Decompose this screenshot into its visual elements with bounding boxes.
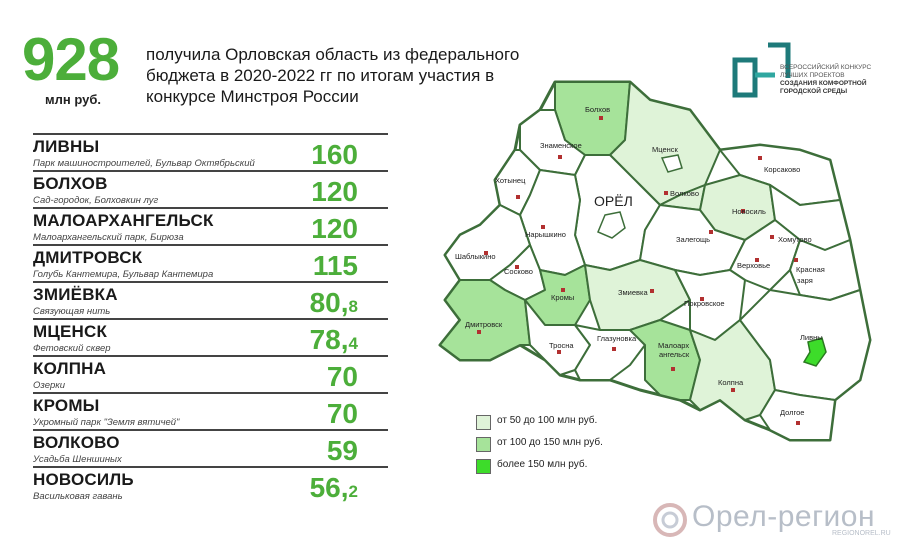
list-item: БОЛХОВ Сад-городок, Болховкин луг 120 [33,170,388,209]
city-name: БОЛХОВ [33,174,108,193]
label-zarya: заря [797,276,813,285]
orel-city-shape [597,211,626,239]
list-item: МЦЕНСК Фетовский сквер 78,4 [33,318,388,357]
amount: 56,2 [309,472,358,503]
region-map: Болхов Знаменское Мценск Хотынец Волково… [438,80,872,442]
amount: 120 [311,176,358,207]
list-item: ВОЛКОВО Усадьба Шеншиных 59 [33,429,388,468]
city-name: ВОЛКОВО [33,433,120,452]
label-kolpna: Колпна [718,378,744,387]
list-item: КРОМЫ Укромный парк "Земля вятичей" 70 [33,392,388,431]
label-dolgoe: Долгое [780,408,804,417]
list-item: ЛИВНЫ Парк машиностроителей, Бульвар Окт… [33,133,388,172]
contest-logo [732,42,791,98]
label-khomutovo: Хомутово [778,235,812,244]
city-name: КРОМЫ [33,396,100,415]
park-name: Озерки [33,380,66,391]
label-korsakovo: Корсаково [764,165,800,174]
city-name: ЗМИЁВКА [33,285,118,304]
district-maloarkhangelsk [629,319,701,401]
watermark-text: Орел-регион [692,500,876,533]
list-item: НОВОСИЛЬ Васильковая гавань 56,2 [33,466,388,505]
park-name: Усадьба Шеншиных [33,454,122,465]
district-zmievka [584,259,691,331]
park-name: Фетовский сквер [33,343,111,354]
label-zalegoshch: Залегощь [676,235,710,244]
city-name: КОЛПНА [33,359,107,378]
district-dmitrovsk [439,279,531,361]
label-khotynets: Хотынец [495,176,526,185]
amount: 160 [311,139,358,170]
city-name: ДМИТРОВСК [33,248,143,267]
amount: 70 [326,398,358,429]
label-novosil: Новосиль [732,207,766,216]
label-dmitrovsk: Дмитровск [465,320,503,329]
legend-swatch [476,437,491,452]
label-volkovo: Волково [670,189,699,198]
logo-caption: ВСЕРОССИЙСКИЙ КОНКУРС ЛУЧШИХ ПРОЕКТОВ СО… [780,64,872,95]
amount: 80,8 [309,287,358,318]
label-soskovo: Сосково [504,267,533,276]
label-livny: Ливны [800,333,823,342]
list-item: МАЛОАРХАНГЕЛЬСК Малоархангельский парк, … [33,207,388,246]
label-angelsk: ангельск [659,350,690,359]
city-name: НОВОСИЛЬ [33,470,134,489]
district-dolgoe [759,389,836,441]
label-kromy: Кромы [551,293,574,302]
park-name: Малоархангельский парк, Бирюза [33,232,184,243]
label-maloarkh: Малоарх [658,341,689,350]
label-naryshkino: Нарышкино [525,230,566,239]
amount: 120 [311,213,358,244]
label-mtsensk: Мценск [652,145,679,154]
mtsensk-city-shape [660,154,683,173]
list-item: ЗМИЁВКА Связующая нить 80,8 [33,281,388,320]
label-bolkhov: Болхов [585,105,610,114]
headline: получила Орловская область из федерально… [146,45,520,106]
label-krasnaya: Красная [796,265,825,274]
label-trosna: Тросна [549,341,574,350]
watermark-logo-icon [653,503,687,537]
label-znamenskoe: Знаменское [540,141,582,150]
amount: 70 [326,361,358,392]
total-amount: 928 [22,26,120,93]
city-name: МЦЕНСК [33,322,108,341]
district-livny [739,289,871,401]
park-name: Васильковая гавань [33,491,123,502]
city-name: МАЛОАРХАНГЕЛЬСК [33,211,214,230]
label-orel: ОРЁЛ [594,193,633,209]
label-shablykino: Шаблыкино [455,252,496,261]
amount: 59 [326,435,358,466]
label-pokrovskoe: Покровское [684,299,725,308]
legend-label: более 150 млн руб. [497,459,588,470]
legend-swatch [476,459,491,474]
watermark-url: REGIONOREL.RU [832,530,891,537]
legend-label: от 50 до 100 млн руб. [497,415,598,426]
legend-swatch [476,415,491,430]
park-name: Парк машиностроителей, Бульвар Октябрьск… [33,158,255,169]
label-glazunovka: Глазуновка [597,334,637,343]
park-name: Сад-городок, Болховкин луг [33,195,159,206]
label-zmievka: Змиевка [618,288,648,297]
legend-label: от 100 до 150 млн руб. [497,437,603,448]
amount: 115 [312,250,358,281]
city-name: ЛИВНЫ [33,137,100,156]
park-name: Укромный парк "Земля вятичей" [33,417,180,428]
district-kolpna [689,319,776,421]
district-markers [477,116,800,425]
district-glazunovka [574,324,646,381]
park-name: Связующая нить [33,306,111,317]
park-name: Голубь Кантемира, Бульвар Кантемира [33,269,214,280]
list-item: КОЛПНА Озерки 70 [33,355,388,394]
label-verkhovye: Верховье [737,261,770,270]
total-unit: млн руб. [45,92,101,107]
amount: 78,4 [309,324,358,355]
livny-city-shape [802,337,827,367]
list-item: ДМИТРОВСК Голубь Кантемира, Бульвар Кант… [33,244,388,283]
